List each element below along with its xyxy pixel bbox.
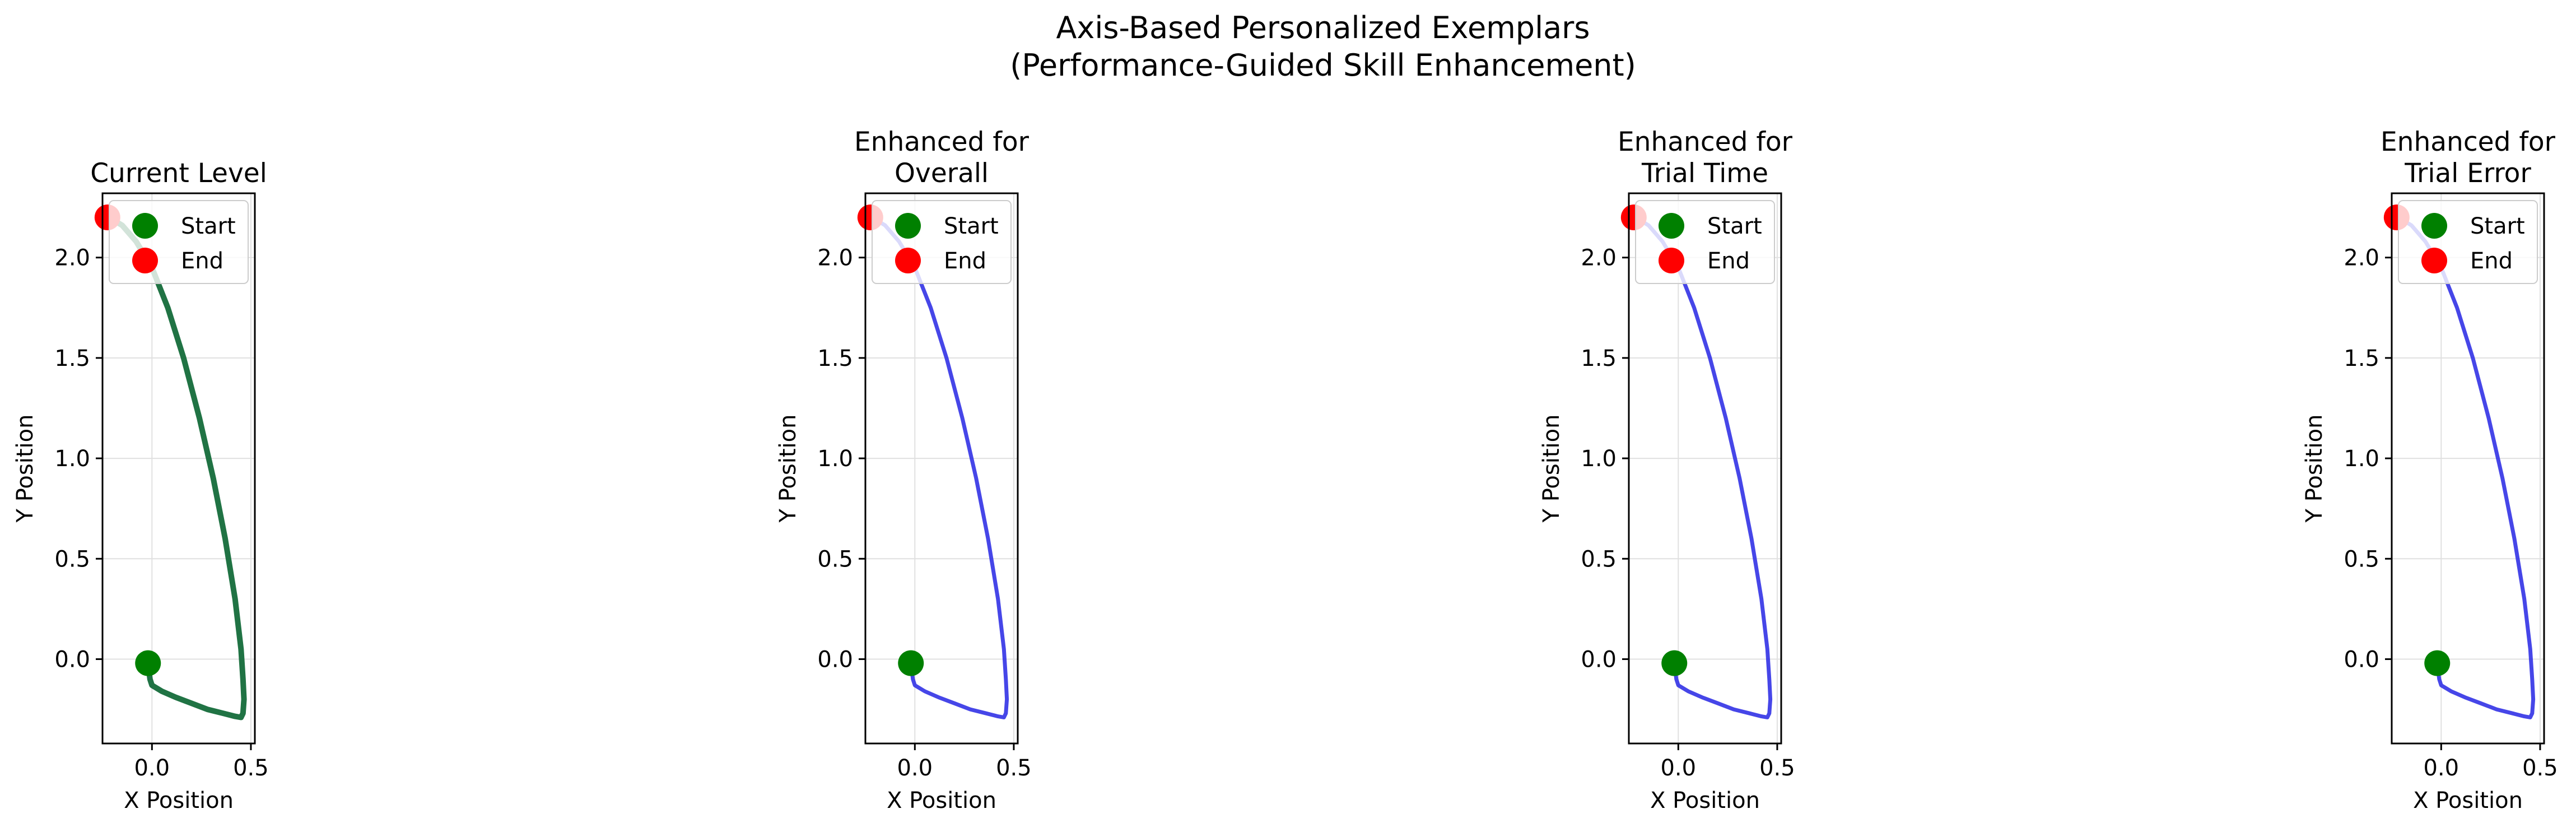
start-point [2424, 650, 2451, 676]
y-tick-label-2: 1.0 [817, 446, 853, 472]
y-axis-label: Y Position [2302, 415, 2327, 523]
subplot-title-line-2: Trial Time [1641, 158, 1768, 189]
start-point [898, 650, 924, 676]
legend-end-label: End [181, 248, 223, 274]
subplot-title-line-2: Overall [895, 158, 989, 189]
x-axis-label: X Position [124, 788, 234, 814]
legend-start-label: Start [1707, 213, 1762, 239]
figure-title-line1: Axis-Based Personalized Exemplars [1056, 10, 1590, 45]
y-tick-label-0: 0.0 [817, 647, 853, 672]
y-tick-label-2: 1.0 [1581, 446, 1617, 472]
y-tick-label-1: 0.5 [54, 546, 90, 572]
y-tick-label-1: 0.5 [817, 546, 853, 572]
subplot-title-line-1: Enhanced for [2381, 127, 2556, 157]
legend-end-label: End [944, 248, 986, 274]
legend-start-marker [895, 213, 921, 239]
y-tick-label-3: 1.5 [54, 346, 90, 371]
legend-end-marker [1659, 248, 1684, 273]
y-tick-label-3: 1.5 [2344, 346, 2379, 371]
axes-frame [864, 192, 1019, 745]
y-axis-label: Y Position [12, 415, 38, 523]
legend-end-marker [2421, 248, 2447, 273]
x-tick-label-1: 0.5 [996, 755, 1032, 781]
x-tick-label-0: 0.0 [134, 755, 170, 781]
legend-start-label: Start [944, 213, 999, 239]
x-axis-label: X Position [1650, 788, 1760, 814]
legend: Start End [109, 200, 249, 284]
x-tick-label-1: 0.5 [233, 755, 269, 781]
legend-end-label: End [1707, 248, 1750, 274]
x-axis-label: X Position [887, 788, 996, 814]
subplot-title-line-1: Enhanced for [1618, 127, 1793, 157]
y-tick-label-4: 2.0 [2344, 245, 2379, 271]
legend-end-marker [132, 248, 158, 273]
y-tick-label-2: 1.0 [54, 446, 90, 472]
y-tick-label-4: 2.0 [1581, 245, 1617, 271]
legend-start-marker [1659, 213, 1684, 239]
y-tick-label-4: 2.0 [54, 245, 90, 271]
y-tick-label-3: 1.5 [1581, 346, 1617, 371]
figure-title-line2: (Performance-Guided Skill Enhancement) [1010, 48, 1636, 83]
legend-end-marker [895, 248, 921, 273]
y-tick-label-2: 1.0 [2344, 446, 2379, 472]
y-axis-label: Y Position [775, 415, 801, 523]
subplot-3: 0.0 0.5 1.0 1.5 2.0 0.0 0.5 X Position Y Positio… [1539, 127, 1795, 814]
legend-start-marker [132, 213, 158, 239]
x-tick-label-0: 0.0 [2423, 755, 2459, 781]
x-tick-label-1: 0.5 [2522, 755, 2558, 781]
y-tick-label-4: 2.0 [817, 245, 853, 271]
y-tick-label-0: 0.0 [54, 647, 90, 672]
y-tick-label-1: 0.5 [1581, 546, 1617, 572]
legend: Start End [872, 200, 1012, 284]
x-tick-label-0: 0.0 [897, 755, 933, 781]
y-tick-label-1: 0.5 [2344, 546, 2379, 572]
y-tick-label-3: 1.5 [817, 346, 853, 371]
x-axis-label: X Position [2413, 788, 2523, 814]
start-point [135, 650, 161, 676]
y-tick-label-0: 0.0 [1581, 647, 1617, 672]
x-tick-label-0: 0.0 [1660, 755, 1696, 781]
legend-start-label: Start [181, 213, 236, 239]
subplot-title-line-2: Trial Error [2404, 158, 2531, 189]
x-tick-label-1: 0.5 [1759, 755, 1795, 781]
subplot-4: 0.0 0.5 1.0 1.5 2.0 0.0 0.5 X Position Y Positio… [2302, 127, 2558, 814]
axes-frame [101, 192, 256, 745]
subplot-1: 0.0 0.5 1.0 1.5 2.0 0.0 0.5 X Position Y Positio… [12, 158, 269, 814]
axes-frame [1628, 192, 1782, 745]
start-point [1661, 650, 1688, 676]
legend: Start End [1635, 200, 1775, 284]
subplot-title-line-1: Current Level [90, 158, 267, 189]
legend-end-label: End [2470, 248, 2513, 274]
legend: Start End [2398, 200, 2538, 284]
y-tick-label-0: 0.0 [2344, 647, 2379, 672]
legend-start-marker [2421, 213, 2447, 239]
axes-frame [2391, 192, 2545, 745]
legend-start-label: Start [2470, 213, 2525, 239]
subplot-title-line-1: Enhanced for [854, 127, 1030, 157]
y-axis-label: Y Position [1539, 415, 1564, 523]
